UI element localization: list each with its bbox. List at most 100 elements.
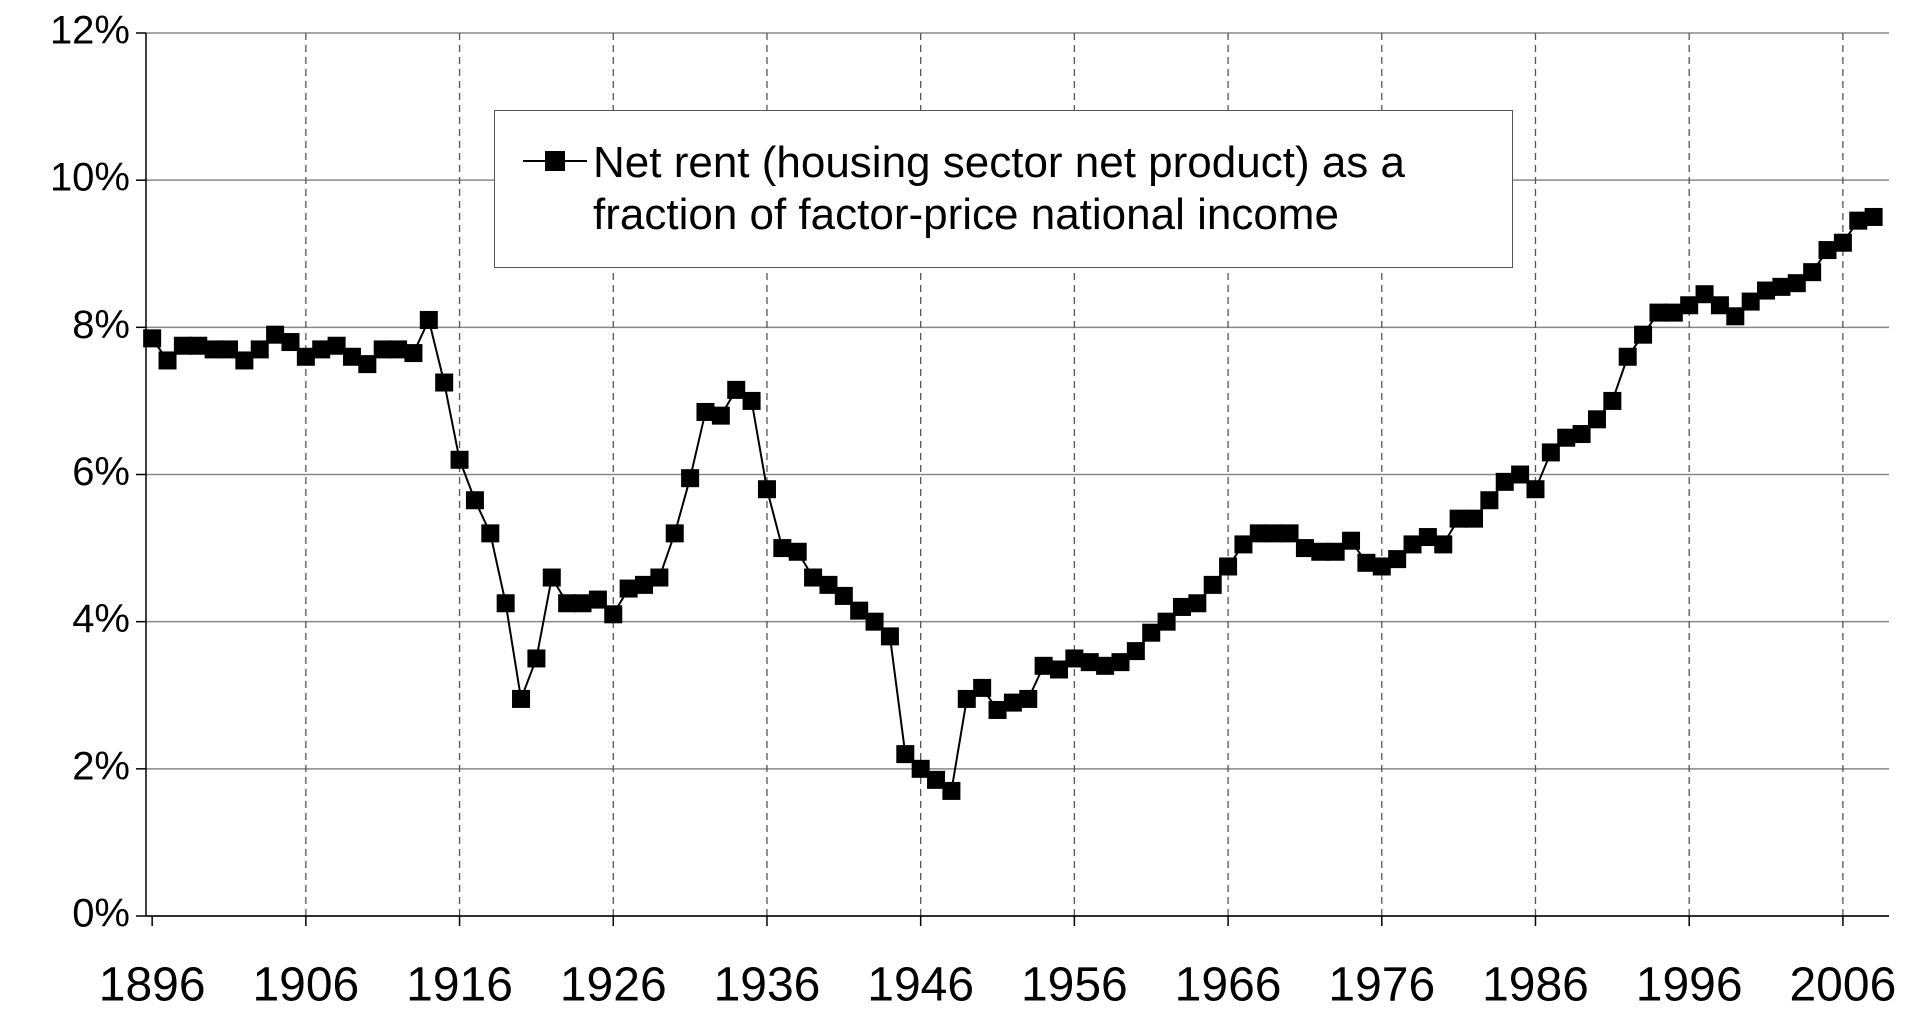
x-tick-label: 1896 bbox=[99, 959, 206, 1012]
marker bbox=[1587, 410, 1606, 429]
marker bbox=[1265, 524, 1284, 543]
marker bbox=[1034, 656, 1053, 675]
marker bbox=[880, 627, 899, 646]
marker bbox=[173, 336, 192, 355]
y-tick-label: 8% bbox=[72, 303, 130, 347]
marker bbox=[1603, 391, 1622, 410]
marker bbox=[342, 347, 361, 366]
marker bbox=[1465, 509, 1483, 528]
marker bbox=[1050, 660, 1068, 679]
legend-marker bbox=[545, 151, 565, 171]
x-tick-label: 1936 bbox=[714, 959, 821, 1012]
marker bbox=[1833, 233, 1852, 252]
marker bbox=[1357, 553, 1376, 572]
marker bbox=[1710, 296, 1729, 315]
marker bbox=[650, 568, 669, 587]
marker bbox=[973, 678, 992, 697]
marker bbox=[1295, 539, 1314, 558]
marker bbox=[604, 605, 623, 624]
x-tick-label: 1946 bbox=[867, 959, 974, 1012]
legend: Net rent (housing sector net product) as… bbox=[494, 110, 1513, 268]
marker bbox=[558, 594, 577, 613]
y-tick-label: 2% bbox=[72, 744, 130, 788]
marker bbox=[404, 344, 423, 363]
marker bbox=[1311, 542, 1330, 561]
marker bbox=[1142, 623, 1161, 642]
y-tick-label: 4% bbox=[72, 597, 130, 641]
marker bbox=[204, 340, 223, 359]
marker bbox=[1096, 656, 1115, 675]
marker bbox=[1649, 303, 1668, 322]
x-tick-label: 1976 bbox=[1328, 959, 1435, 1012]
marker bbox=[481, 524, 500, 543]
marker bbox=[804, 568, 823, 587]
marker bbox=[573, 594, 592, 613]
marker bbox=[834, 586, 853, 605]
marker bbox=[1342, 531, 1361, 550]
marker bbox=[1757, 281, 1776, 300]
marker bbox=[1557, 428, 1576, 447]
x-tick-label: 1916 bbox=[406, 959, 513, 1012]
marker bbox=[1511, 465, 1530, 484]
marker bbox=[1634, 325, 1653, 344]
x-tick-label: 1926 bbox=[560, 959, 667, 1012]
marker bbox=[588, 590, 607, 609]
marker bbox=[435, 373, 454, 392]
marker bbox=[1787, 274, 1806, 293]
marker bbox=[1249, 524, 1268, 543]
marker bbox=[927, 770, 946, 789]
marker bbox=[250, 340, 269, 359]
marker bbox=[850, 601, 869, 620]
marker bbox=[619, 579, 638, 598]
marker bbox=[296, 347, 315, 366]
marker bbox=[1695, 285, 1714, 304]
marker bbox=[1726, 307, 1745, 326]
marker bbox=[143, 329, 162, 348]
marker bbox=[1203, 575, 1222, 594]
legend-symbol bbox=[523, 151, 587, 171]
marker bbox=[419, 310, 438, 329]
marker bbox=[665, 524, 684, 543]
marker bbox=[1480, 491, 1499, 510]
y-tick-label: 12% bbox=[50, 9, 130, 53]
marker bbox=[1111, 653, 1130, 672]
marker bbox=[696, 402, 715, 421]
marker bbox=[465, 491, 484, 510]
marker bbox=[711, 406, 730, 425]
marker bbox=[1680, 296, 1699, 315]
marker bbox=[727, 380, 746, 399]
marker bbox=[358, 355, 377, 374]
marker bbox=[1080, 653, 1099, 672]
marker bbox=[1434, 535, 1453, 554]
legend-label: Net rent (housing sector net product) as… bbox=[593, 138, 1405, 239]
marker bbox=[942, 781, 961, 800]
y-tick-label: 0% bbox=[72, 892, 130, 936]
marker bbox=[896, 745, 915, 764]
marker bbox=[312, 340, 331, 359]
marker bbox=[1741, 292, 1760, 311]
x-tick-label: 1956 bbox=[1021, 959, 1128, 1012]
x-tick-label: 1996 bbox=[1636, 959, 1743, 1012]
marker bbox=[1803, 263, 1822, 282]
x-tick-label: 1906 bbox=[252, 959, 359, 1012]
marker bbox=[1864, 207, 1883, 226]
marker bbox=[819, 575, 838, 594]
marker bbox=[189, 336, 208, 355]
marker bbox=[635, 575, 653, 594]
marker bbox=[865, 612, 884, 631]
marker bbox=[911, 759, 930, 778]
marker bbox=[773, 539, 792, 558]
marker bbox=[1495, 472, 1514, 491]
marker bbox=[158, 351, 177, 370]
marker bbox=[1003, 693, 1022, 712]
marker bbox=[1418, 528, 1437, 547]
marker bbox=[1065, 649, 1084, 668]
marker bbox=[527, 649, 546, 668]
marker bbox=[450, 450, 469, 469]
marker bbox=[1772, 277, 1791, 296]
marker bbox=[757, 480, 776, 499]
marker bbox=[235, 351, 254, 370]
marker bbox=[1664, 303, 1683, 322]
